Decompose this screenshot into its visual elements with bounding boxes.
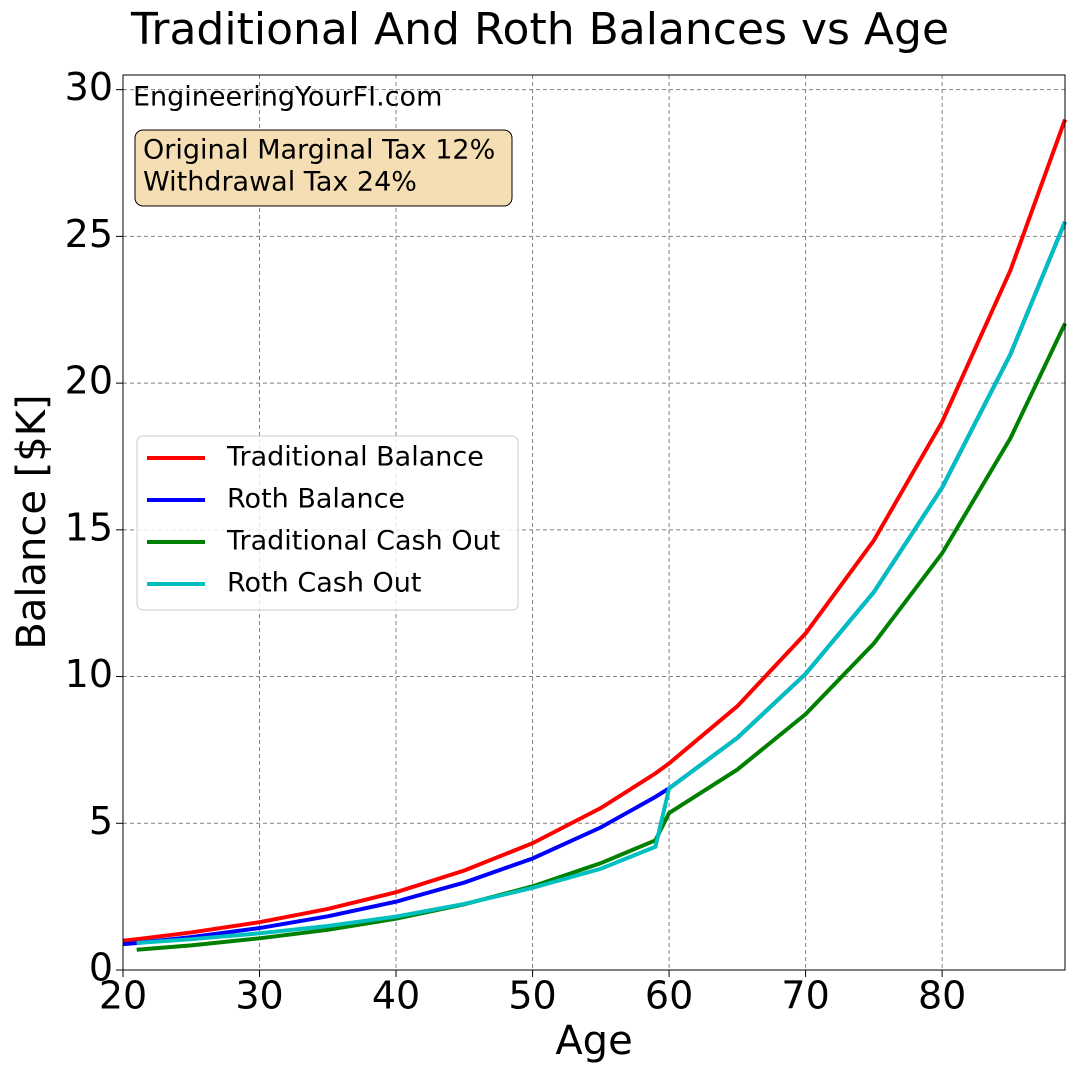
legend-box (136, 435, 519, 611)
y-tick-label: 15 (65, 505, 113, 549)
plot-frame (122, 74, 1066, 971)
annotation-text: Withdrawal Tax 24% (143, 167, 417, 198)
line-series (136, 220, 1067, 945)
annotation-text: Original Marginal Tax 12% (143, 135, 495, 166)
y-tick-label: 30 (65, 65, 113, 109)
y-tick-label: 20 (65, 359, 113, 403)
x-tick-label: 40 (372, 974, 420, 1018)
watermark: EngineeringYourFI.com (133, 82, 442, 113)
legend-label: Roth Balance (227, 484, 405, 515)
x-tick-label: 80 (918, 974, 966, 1018)
y-axis-label: Balance [$K] (9, 394, 55, 649)
y-tick-label: 5 (89, 799, 113, 843)
chart-title: Traditional And Roth Balances vs Age (130, 4, 949, 55)
annotation-box (134, 129, 513, 207)
y-tick-label: 25 (65, 212, 113, 256)
x-tick-label: 30 (235, 974, 283, 1018)
x-tick-label: 20 (99, 974, 147, 1018)
legend-label: Traditional Balance (226, 442, 484, 473)
x-tick-label: 60 (645, 974, 693, 1018)
y-tick-label: 0 (89, 946, 113, 990)
x-tick-label: 50 (508, 974, 556, 1018)
legend-label: Traditional Cash Out (226, 526, 500, 557)
x-tick-label: 70 (781, 974, 829, 1018)
x-axis-label: Age (555, 1018, 632, 1064)
legend-label: Roth Cash Out (227, 568, 421, 599)
y-tick-label: 10 (65, 652, 113, 696)
line-series (136, 322, 1067, 952)
line-series (122, 118, 1067, 943)
